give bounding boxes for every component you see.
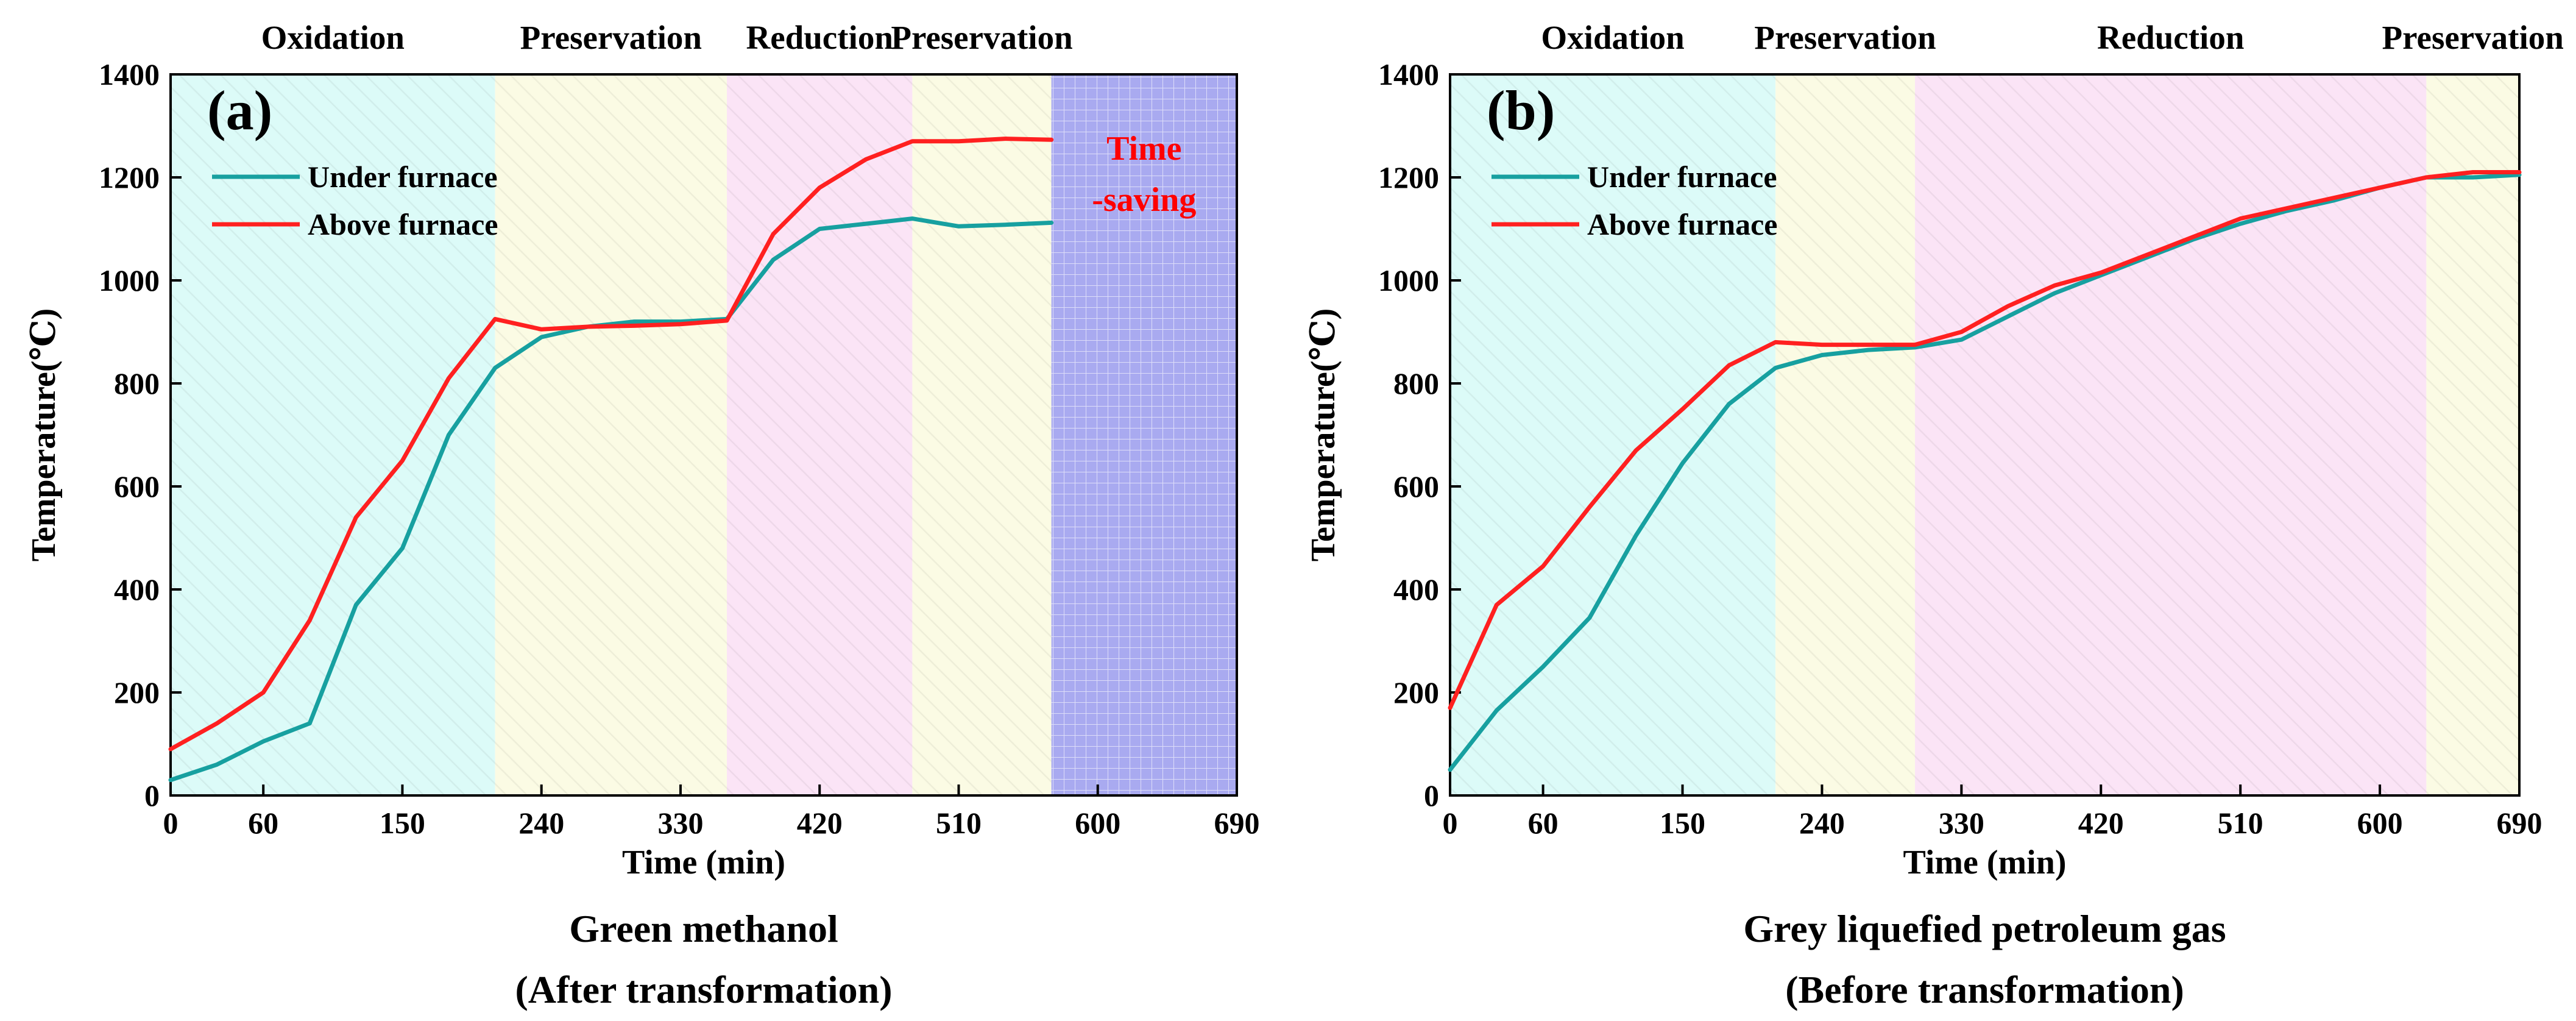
panel-b-phase-hatch-1: [1775, 74, 1916, 795]
panel-a-phase-hatch-1: [495, 74, 727, 795]
panel-b-x-tick-label-1: 60: [1528, 806, 1559, 840]
panel-b-axes: 0 60 150 240 330 420 510 600 690 0 200 400 600 800 100…: [1378, 57, 2542, 840]
panel-b-x-tick-label-4: 330: [1939, 806, 1984, 840]
panel-b-series: [1448, 170, 2522, 772]
panel-b-y-tick-label-7: 1400: [1378, 57, 1439, 91]
panel-b-x-tick-label-7: 600: [2357, 806, 2403, 840]
panel-b-x-tick-label-8: 690: [2497, 806, 2542, 840]
panel-a-legend-label-1: Above furnace: [308, 207, 498, 241]
panel-b-x-tick-label-3: 240: [1799, 806, 1845, 840]
panel-a-caption-line2: (After transformation): [515, 968, 892, 1011]
panel-a-note-text-0: Time: [1106, 130, 1181, 168]
panel-a-note-grid: [1051, 74, 1237, 795]
panel-a-y-tick-label-7: 1400: [99, 57, 160, 91]
panel-a-x-axis-title: Time (min): [622, 844, 785, 881]
panel-a-plot-frame: [169, 73, 1238, 797]
panel-a-time-saving-band: Time -saving: [1051, 74, 1237, 795]
panel-a-x-tick-label-8: 690: [1214, 806, 1260, 840]
panel-a-phase-label-1: Preservation: [520, 19, 702, 56]
panel-a-phase-bands: Oxidation Preservation ReductionPreservati…: [171, 19, 1073, 795]
panel-b-caption-line2: (Before transformation): [1785, 968, 2184, 1011]
panel-a-legend: Under furnace Above furnace: [212, 160, 498, 241]
panel-b-phase-hatch-3: [2426, 74, 2519, 795]
panel-a-y-tick-label-0: 0: [144, 778, 160, 813]
panel-a-x-tick-label-2: 150: [380, 806, 425, 840]
panel-a-y-tick-label-4: 800: [114, 366, 160, 400]
panel-b-y-tick-label-6: 1200: [1378, 160, 1439, 194]
panel-a-note-text-1: -saving: [1092, 181, 1196, 219]
panel-b-phase-bands: Oxidation Preservation Reduction Preservati…: [1450, 19, 2564, 795]
panel-a: Oxidation Preservation ReductionPreservati…: [25, 19, 1260, 1011]
panel-a-x-tick-label-0: 0: [163, 806, 179, 840]
panel-a-x-tick-label-6: 510: [936, 806, 982, 840]
panel-b-x-tick-label-6: 510: [2218, 806, 2263, 840]
panel-a-phase-label-3: Preservation: [891, 19, 1072, 56]
panel-a-phase-hatch-0: [171, 74, 495, 795]
panel-a-x-tick-label-5: 420: [797, 806, 843, 840]
panel-b-series-line-1: [1448, 170, 2522, 710]
panel-b-plot-frame: [1449, 73, 2521, 797]
panel-b-caption-line1: Grey liquefied petroleum gas: [1743, 907, 2226, 950]
panel-a-phase-label-2: Reduction: [746, 19, 893, 56]
panel-b-phase-hatch-2: [1915, 74, 2427, 795]
panel-b-legend-label-0: Under furnace: [1587, 160, 1777, 194]
panel-a-legend-label-0: Under furnace: [308, 160, 498, 194]
panel-a-axes: 0 60 150 240 330 420 510 600 690 0 200 400 600 800 100…: [99, 57, 1260, 840]
panel-b-y-axis-title: Temperature(℃): [1304, 308, 1342, 561]
panel-b-x-tick-label-2: 150: [1660, 806, 1705, 840]
panel-a-y-axis-title: Temperature(℃): [25, 308, 63, 561]
panel-a-y-tick-label-3: 600: [114, 469, 160, 503]
panel-a-y-tick-label-6: 1200: [99, 160, 160, 194]
panel-a-series-line-1: [168, 137, 1054, 752]
panel-b-legend: Under furnace Above furnace: [1491, 160, 1777, 241]
panel-b-phase-label-0: Oxidation: [1541, 19, 1684, 56]
panel-b: Oxidation Preservation Reduction Preservati…: [1304, 19, 2564, 1011]
panel-a-x-tick-label-3: 240: [518, 806, 564, 840]
panel-b-phase-label-2: Reduction: [2097, 19, 2244, 56]
panel-a-series: [168, 137, 1054, 783]
panel-a-y-tick-label-1: 200: [114, 675, 160, 710]
panel-b-x-tick-label-5: 420: [2078, 806, 2124, 840]
panel-b-phase-label-1: Preservation: [1754, 19, 1936, 56]
panel-a-x-tick-label-4: 330: [657, 806, 703, 840]
panel-a-x-tick-label-7: 600: [1075, 806, 1120, 840]
panel-a-y-tick-label-5: 1000: [99, 263, 160, 297]
panel-a-phase-hatch-3: [912, 74, 1052, 795]
panel-a-phase-label-0: Oxidation: [261, 19, 405, 56]
panel-b-phase-hatch-0: [1450, 74, 1776, 795]
panel-b-legend-label-1: Above furnace: [1587, 207, 1777, 241]
panel-a-letter: (a): [207, 79, 272, 141]
panel-b-x-axis-title: Time (min): [1903, 844, 2066, 881]
panel-b-y-tick-label-3: 600: [1393, 469, 1439, 503]
panel-a-caption-line1: Green methanol: [569, 907, 838, 950]
panel-a-y-tick-label-2: 400: [114, 572, 160, 607]
panel-b-letter: (b): [1487, 79, 1555, 141]
panel-b-y-tick-label-5: 1000: [1378, 263, 1439, 297]
panel-b-x-tick-label-0: 0: [1443, 806, 1458, 840]
panel-b-y-tick-label-0: 0: [1424, 778, 1439, 813]
panel-a-x-tick-label-1: 60: [248, 806, 278, 840]
panel-b-y-tick-label-1: 200: [1393, 675, 1439, 710]
panel-b-y-tick-label-4: 800: [1393, 366, 1439, 400]
panel-b-y-tick-label-2: 400: [1393, 572, 1439, 607]
panel-a-phase-hatch-2: [727, 74, 913, 795]
panel-b-phase-label-3: Preservation: [2382, 19, 2564, 56]
